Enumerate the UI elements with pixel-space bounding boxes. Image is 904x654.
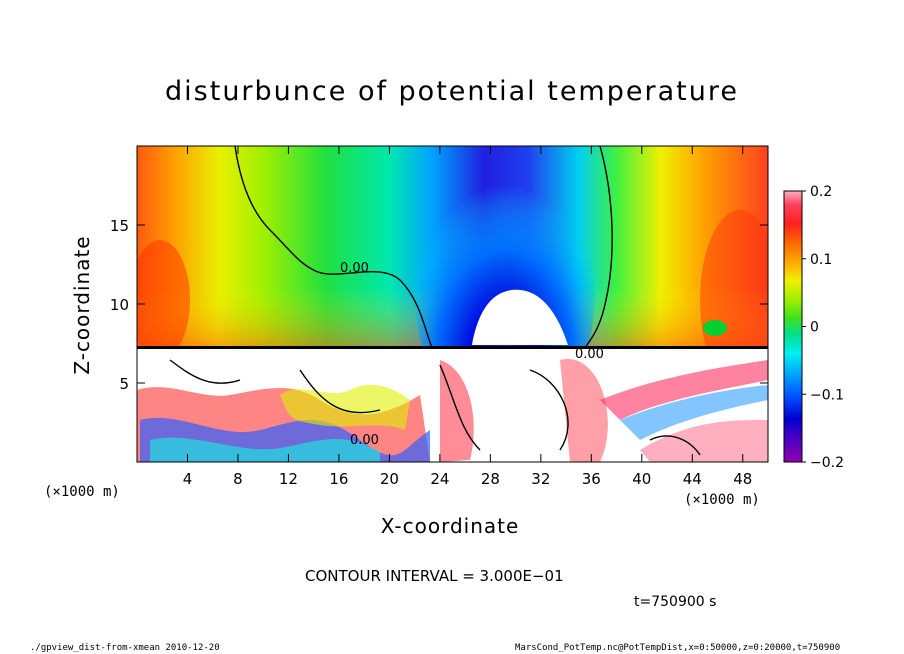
contour-interval-text: CONTOUR INTERVAL = 3.000E−01 (305, 567, 564, 585)
x-tick-label: 8 (233, 470, 243, 488)
y-tick-label: 10 (110, 296, 129, 314)
x-tick-label: 40 (632, 470, 651, 488)
x-axis-label: X-coordinate (0, 514, 904, 538)
y-axis-ticks: 5 10 15 (110, 217, 768, 393)
colorbar-ticks: 0.2 0.1 0 −0.1 −0.2 (802, 184, 844, 471)
x-tick-label: 16 (329, 470, 348, 488)
x-tick-label: 32 (531, 470, 550, 488)
x-unit-label: (×1000 m) (44, 484, 120, 500)
colorbar-tick-label: 0 (810, 320, 819, 336)
y-tick-label: 15 (110, 217, 129, 235)
x-tick-label: 12 (279, 470, 298, 488)
footer-right: MarsCond_PotTemp.nc@PotTempDist,x=0:5000… (515, 643, 841, 653)
x-tick-label: 20 (380, 470, 399, 488)
chart-title: disturbunce of potential temperature (165, 76, 739, 107)
colorbar-tick-label: −0.1 (810, 387, 844, 403)
contour-label: 0.00 (575, 347, 604, 362)
x-tick-label: 4 (183, 470, 193, 488)
x-axis-label-text: X-coordinate (380, 514, 520, 538)
x-tick-label: 44 (683, 470, 702, 488)
x-axis-ticks: 4 8 12 16 20 24 28 32 36 40 44 48 (183, 146, 752, 488)
colorbar (783, 190, 803, 463)
colorbar-tick-label: 0.1 (810, 252, 832, 268)
x-tick-label: 36 (582, 470, 601, 488)
x-tick-label: 24 (430, 470, 449, 488)
contour-label: 0.00 (340, 261, 369, 276)
heatmap-field (137, 146, 768, 462)
y-tick-label: 5 (119, 375, 129, 393)
contour-lines (169, 146, 701, 456)
x-tick-label: 48 (733, 470, 752, 488)
y-axis-label: Z-coordinate (70, 235, 94, 375)
time-label: t=750900 s (634, 594, 717, 610)
colorbar-tick-label: 0.2 (810, 184, 832, 200)
x-tick-label: 28 (481, 470, 500, 488)
colorbar-tick-label: −0.2 (810, 455, 844, 471)
contour-label: 0.00 (350, 433, 379, 448)
x-unit-label: (×1000 m) (684, 492, 760, 508)
footer-left: ./gpview_dist-from-xmean 2010-12-20 (30, 643, 220, 653)
